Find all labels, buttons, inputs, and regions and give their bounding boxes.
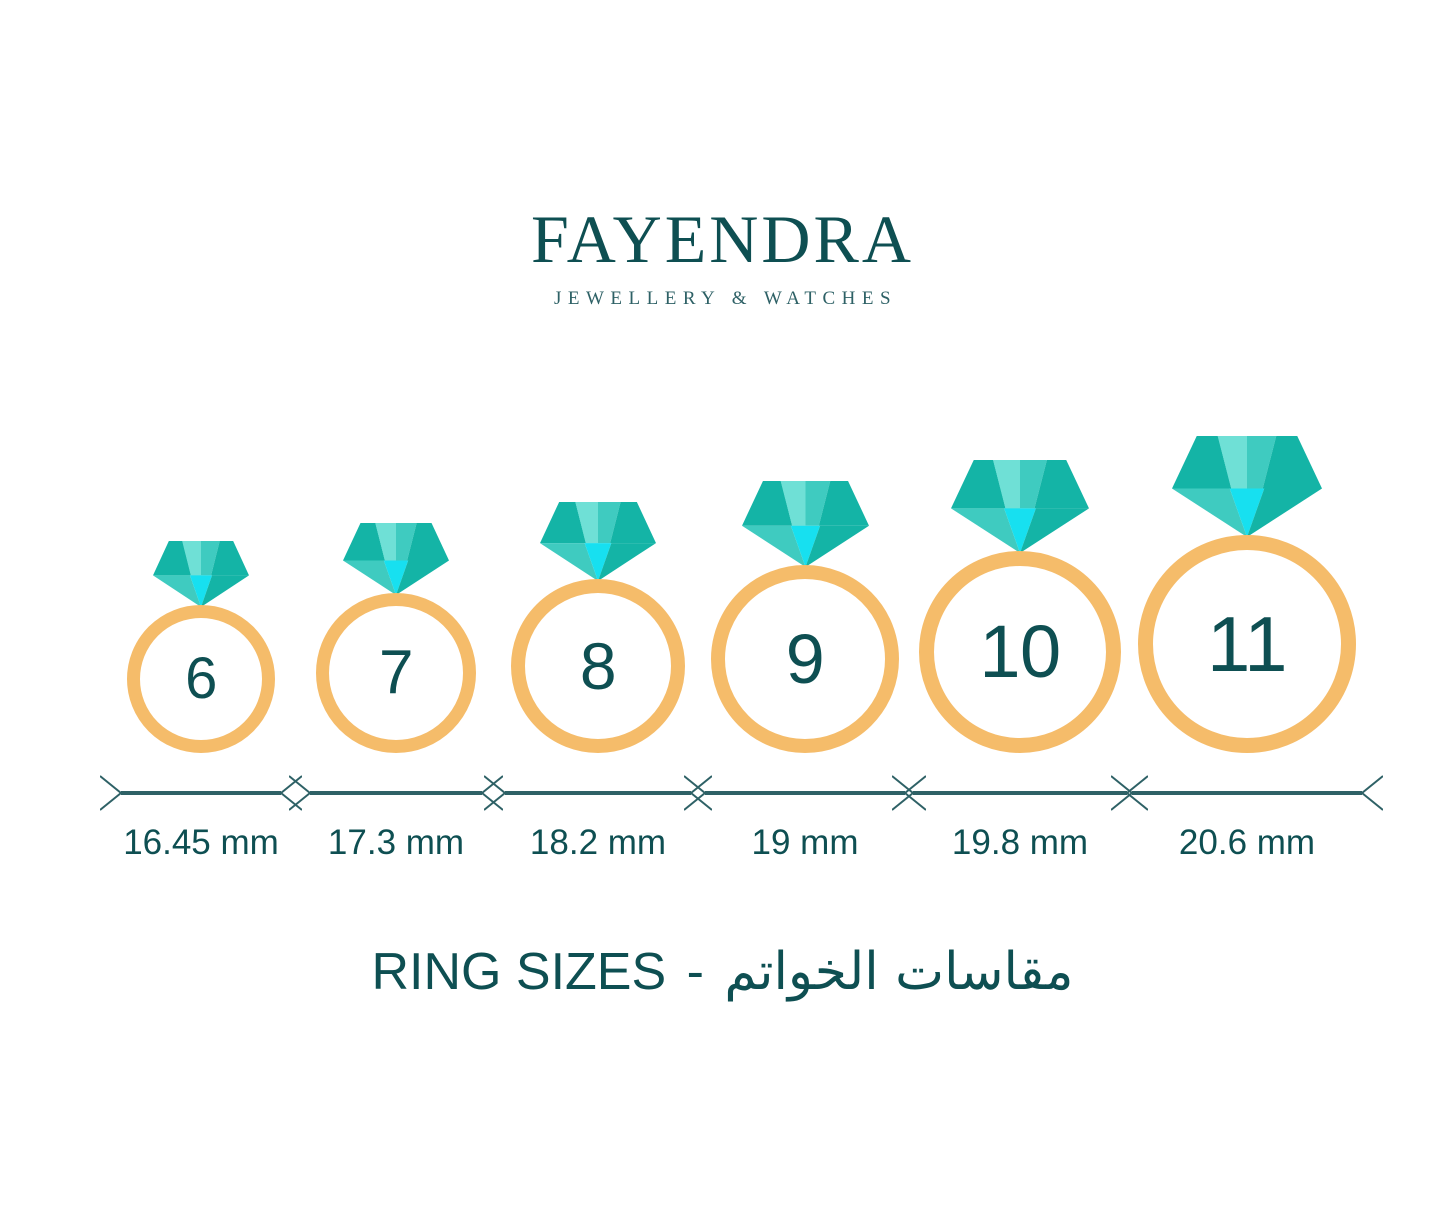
dimension-line [100, 775, 302, 811]
ring-band: 11 [1138, 535, 1356, 753]
dimension-line [684, 775, 926, 811]
ring-size-number: 6 [185, 646, 217, 711]
ring-measurement-label: 19.8 mm [951, 823, 1089, 862]
ring-size-number: 7 [379, 638, 413, 707]
ring-size-number: 11 [1207, 600, 1287, 688]
dimension-line [289, 775, 503, 811]
ring-size-chart: 6 16.45 mm 7 17.3 mm 8 18.2 mm 9 19 mm 10 19.8 mm… [0, 436, 1445, 862]
footer-title: RING SIZES - مقاسات الخواتم [0, 940, 1445, 1005]
dimension-line [484, 775, 712, 811]
diamond-icon [951, 460, 1089, 553]
ring-measurement-label: 19 mm [751, 823, 859, 862]
ring-measurement-label: 16.45 mm [123, 823, 279, 862]
ring-band: 9 [711, 565, 899, 753]
diamond-icon [153, 541, 249, 607]
brand-logo: FAYENDRA JEWELLERY & WATCHES [0, 205, 1445, 308]
dimension-line [1111, 775, 1383, 811]
footer-title-separator: - [686, 943, 704, 1001]
dimension-line [892, 775, 1148, 811]
ring-band: 6 [127, 605, 275, 753]
ring-size-number: 8 [579, 629, 617, 703]
ring-band: 8 [511, 579, 685, 753]
diamond-icon [343, 523, 449, 595]
ring-size-number: 10 [979, 610, 1061, 693]
ring-size-number: 9 [785, 620, 825, 698]
ring-band: 10 [919, 551, 1121, 753]
diamond-icon [741, 481, 869, 567]
footer-title-arabic: مقاسات الخواتم [724, 942, 1074, 1002]
brand-tagline: JEWELLERY & WATCHES [553, 288, 898, 309]
diamond-icon [1172, 436, 1322, 537]
ring-measurement-label: 18.2 mm [529, 823, 667, 862]
ring-band: 7 [316, 593, 476, 753]
brand-name: FAYENDRA [531, 201, 914, 277]
ring-measurement-label: 20.6 mm [1178, 823, 1316, 862]
ring-measurement-label: 17.3 mm [327, 823, 465, 862]
diamond-icon [540, 502, 656, 581]
footer-title-english: RING SIZES [371, 943, 667, 1001]
